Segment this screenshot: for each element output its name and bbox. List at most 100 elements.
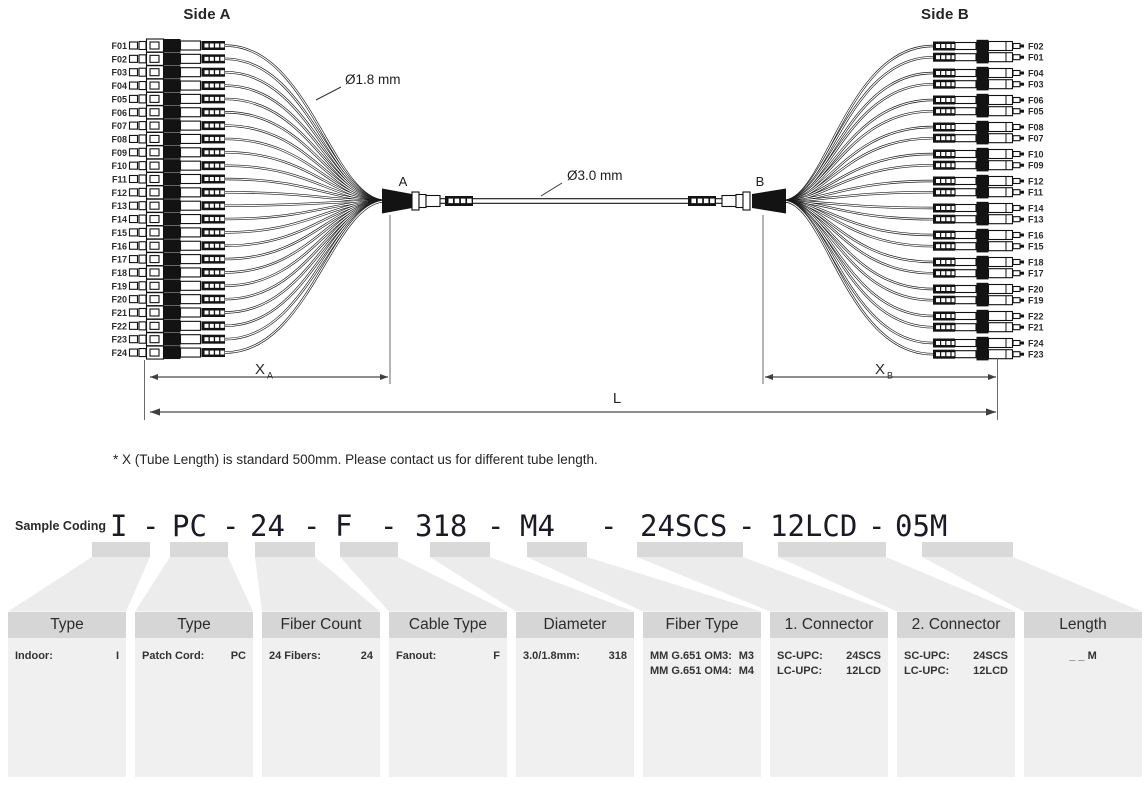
fiber-label: F09 bbox=[1028, 161, 1044, 171]
boot-tube bbox=[954, 53, 977, 62]
dust-cap bbox=[128, 281, 139, 290]
latch bbox=[138, 267, 147, 278]
fiber-label: F21 bbox=[111, 308, 127, 318]
dust-cap bbox=[128, 215, 139, 224]
lc-connector-body bbox=[987, 337, 1014, 349]
ferrule bbox=[1012, 54, 1021, 61]
boot-tube bbox=[954, 161, 977, 170]
column-title: Type bbox=[8, 612, 126, 638]
boot-tube bbox=[179, 120, 202, 131]
dim-xa-label: X bbox=[255, 361, 265, 378]
boot-tube bbox=[179, 227, 202, 238]
side-a-connector-row: F15 bbox=[111, 225, 225, 240]
column-title: Type bbox=[135, 612, 253, 638]
dust-cap bbox=[128, 201, 139, 210]
connector-housing bbox=[163, 145, 181, 159]
latch bbox=[138, 254, 147, 264]
connector-housing bbox=[163, 132, 181, 146]
lc-connector-body bbox=[987, 202, 1014, 214]
latch bbox=[138, 294, 147, 304]
coding-option-row: Patch Cord: PC bbox=[135, 649, 253, 664]
boot-tube bbox=[954, 350, 977, 359]
connector-housing bbox=[163, 212, 181, 226]
coding-column-2-connector: 2. Connector SC-UPC: 24SCS LC-UPC: 12LCD bbox=[897, 612, 1015, 777]
coding-column-diameter: Diameter 3.0/1.8mm: 318 bbox=[516, 612, 634, 777]
option-label: LC-UPC: bbox=[904, 665, 950, 677]
option-code: PC bbox=[230, 650, 246, 662]
breakout-collar bbox=[411, 191, 420, 211]
latch bbox=[138, 107, 147, 117]
lc-connector-body bbox=[987, 148, 1014, 160]
dust-cap bbox=[128, 268, 139, 277]
lc-connector-body bbox=[987, 52, 1014, 63]
side-a-connector-row: F23 bbox=[111, 332, 225, 347]
column-body: Patch Cord: PC bbox=[135, 638, 253, 777]
duplex-clip bbox=[976, 255, 989, 280]
dust-cap bbox=[128, 335, 139, 344]
column-title: Fiber Type bbox=[643, 612, 761, 638]
connector-housing bbox=[163, 92, 181, 106]
connector-housing bbox=[163, 119, 181, 133]
side-a-connector-row: F17 bbox=[111, 252, 225, 267]
option-label: 3.0/1.8mm: bbox=[523, 650, 580, 662]
code-tab bbox=[92, 542, 150, 557]
coding-funnels bbox=[8, 542, 1142, 612]
fiber-label: F05 bbox=[1028, 107, 1044, 117]
option-code: 318 bbox=[608, 650, 627, 662]
lc-connector-body bbox=[987, 349, 1014, 360]
code-token: 24 bbox=[250, 509, 285, 543]
fiber-label: F11 bbox=[112, 175, 127, 185]
latch bbox=[138, 321, 147, 331]
fiber-label: F17 bbox=[111, 255, 127, 265]
code-tab bbox=[778, 542, 886, 557]
fiber-label: F01 bbox=[111, 41, 127, 51]
boot-tube bbox=[954, 323, 977, 332]
fiber-label: F14 bbox=[1028, 204, 1044, 214]
ferrule bbox=[1012, 297, 1021, 304]
column-title: Fiber Count bbox=[262, 612, 380, 638]
fiber-label: F06 bbox=[1028, 96, 1044, 106]
boot-tube bbox=[179, 67, 202, 78]
dust-cap bbox=[128, 295, 139, 304]
connector-housing bbox=[163, 225, 181, 239]
ferrule bbox=[1012, 243, 1021, 250]
coding-column-type: Type Indoor: I bbox=[8, 612, 126, 777]
duplex-clip bbox=[976, 174, 989, 199]
dust-cap bbox=[128, 348, 139, 357]
fiber-label: F12 bbox=[1028, 177, 1044, 187]
boot-tube bbox=[179, 93, 202, 104]
lc-connector-body bbox=[987, 94, 1014, 106]
dust-cap bbox=[128, 308, 139, 317]
connector-housing bbox=[163, 79, 181, 93]
boot-tube bbox=[179, 294, 202, 305]
code-separator: - bbox=[380, 509, 398, 543]
boot-tube bbox=[954, 215, 977, 224]
fiber-label: F03 bbox=[1028, 80, 1044, 90]
side-a-connector-row: F08 bbox=[111, 131, 225, 146]
fiber-label: F24 bbox=[1028, 339, 1044, 349]
coding-option-row: LC-UPC: 12LCD bbox=[897, 664, 1015, 679]
lc-connector-body bbox=[987, 133, 1014, 144]
lc-connector-body bbox=[987, 256, 1014, 268]
code-token: 05M bbox=[895, 509, 948, 543]
connector-housing bbox=[163, 265, 181, 279]
code-tab bbox=[527, 542, 587, 557]
boot-tube bbox=[179, 160, 202, 171]
connector-housing bbox=[163, 319, 181, 333]
latch bbox=[138, 307, 147, 318]
column-body: SC-UPC: 24SCS LC-UPC: 12LCD bbox=[897, 638, 1015, 777]
boot-tube bbox=[179, 240, 202, 251]
lc-connector-body bbox=[987, 106, 1014, 117]
boot-tube bbox=[179, 320, 202, 331]
boot-tube bbox=[179, 334, 202, 345]
fiber-label: F05 bbox=[111, 94, 127, 104]
latch bbox=[138, 134, 147, 144]
dim-l-label: L bbox=[613, 390, 621, 407]
lc-connector-body bbox=[987, 121, 1014, 133]
trunk-cable bbox=[436, 198, 731, 204]
duplex-clip bbox=[976, 309, 989, 334]
lc-connector-body bbox=[987, 67, 1014, 79]
side-a-connector-row: F16 bbox=[111, 238, 225, 253]
